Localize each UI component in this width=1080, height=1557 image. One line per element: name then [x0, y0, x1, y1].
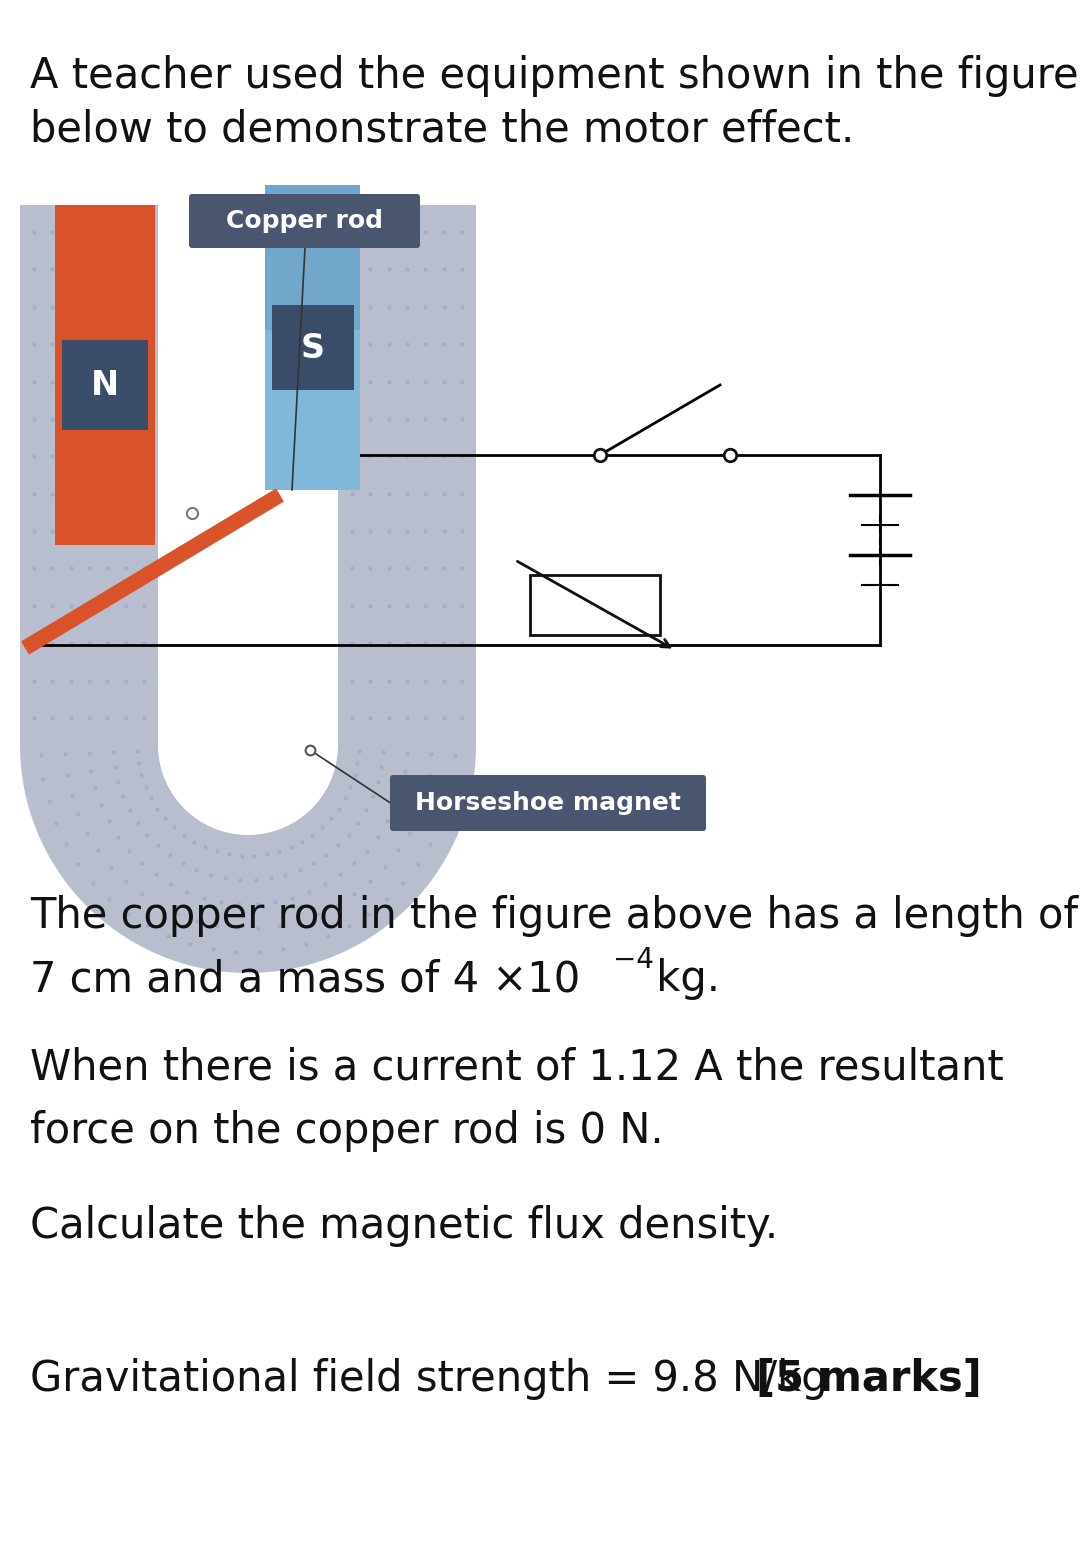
- Bar: [272, 305, 354, 389]
- Text: Horseshoe magnet: Horseshoe magnet: [415, 791, 680, 814]
- Text: N: N: [91, 369, 119, 402]
- FancyBboxPatch shape: [189, 195, 420, 248]
- Polygon shape: [21, 206, 476, 973]
- Bar: [265, 185, 360, 490]
- Text: −4: −4: [613, 947, 653, 975]
- Text: The copper rod in the figure above has a length of: The copper rod in the figure above has a…: [30, 895, 1078, 937]
- Bar: [62, 339, 148, 430]
- Text: When there is a current of 1.12 A the resultant: When there is a current of 1.12 A the re…: [30, 1046, 1003, 1088]
- Text: 7 cm and a mass of 4 ×10: 7 cm and a mass of 4 ×10: [30, 958, 580, 1000]
- Bar: [55, 206, 156, 545]
- Text: Calculate the magnetic flux density.: Calculate the magnetic flux density.: [30, 1205, 778, 1247]
- Text: Gravitational field strength = 9.8 N/kg: Gravitational field strength = 9.8 N/kg: [30, 1358, 841, 1400]
- Text: [5 marks]: [5 marks]: [756, 1358, 982, 1400]
- Bar: [265, 185, 360, 330]
- Text: A teacher used the equipment shown in the figure: A teacher used the equipment shown in th…: [30, 54, 1079, 97]
- Text: S: S: [301, 332, 325, 364]
- Bar: [530, 575, 660, 635]
- FancyBboxPatch shape: [390, 775, 706, 831]
- Text: Copper rod: Copper rod: [226, 209, 383, 234]
- Text: kg.: kg.: [643, 958, 720, 1000]
- Text: below to demonstrate the motor effect.: below to demonstrate the motor effect.: [30, 107, 854, 149]
- Text: force on the copper rod is 0 N.: force on the copper rod is 0 N.: [30, 1110, 663, 1152]
